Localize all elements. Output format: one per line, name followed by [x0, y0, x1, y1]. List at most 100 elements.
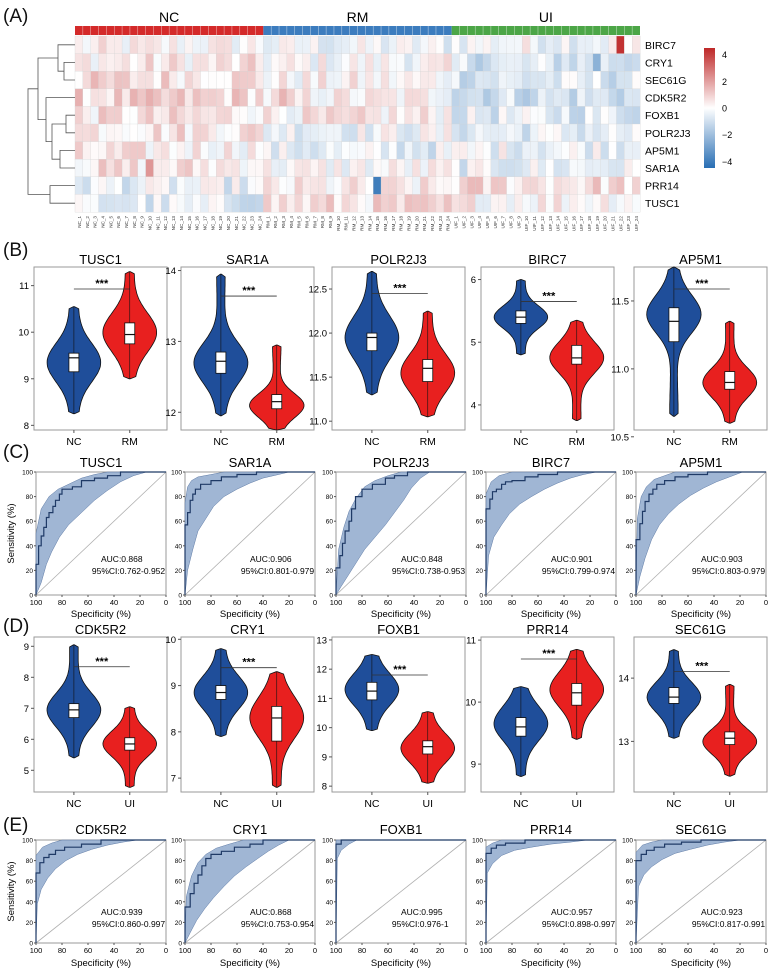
gene-label-prr14: PRR14: [645, 181, 679, 193]
y-tick-label: 100: [171, 470, 182, 477]
heatmap-cell: [608, 159, 617, 178]
heatmap-cell: [121, 53, 131, 72]
heatmap-cell: [98, 141, 107, 160]
sample-label: NC_22: [242, 216, 247, 231]
heatmap-cell: [584, 106, 594, 125]
x-group-label: NC: [364, 798, 380, 810]
sample-label: RM_15: [375, 216, 380, 231]
roc-auc-label: AUC:0.906: [250, 554, 292, 564]
heatmap-cell: [553, 159, 562, 178]
x-tick-label: 20: [285, 598, 293, 607]
heatmap-cell: [286, 71, 296, 90]
plot-frame: [33, 636, 168, 793]
heatmap-cell: [192, 88, 201, 107]
heatmap-cell: [169, 71, 178, 90]
heatmap-cell: [231, 123, 241, 142]
heatmap-cell: [569, 123, 578, 142]
heatmap-cell: [333, 71, 343, 90]
x-tick-label: 20: [136, 598, 144, 607]
x-tick-label: 0: [164, 946, 168, 955]
heatmap-cell: [506, 176, 515, 195]
heatmap-cell: [412, 176, 421, 195]
violin-panels-d: CDK5R2 5 6 7 8 9 NC UI *** CRY1 7 8 9 10 NC UI *** FOXB1 8…: [24, 622, 768, 810]
y-tick-label: 9: [322, 752, 327, 763]
dendrogram-link: [27, 88, 50, 195]
heatmap-cell: [427, 88, 437, 107]
dendrogram-link: [57, 44, 75, 72]
heatmap-cell: [294, 159, 303, 178]
x-tick-label: 80: [508, 598, 516, 607]
heatmap-cell: [396, 141, 405, 160]
heatmap-cell: [553, 53, 562, 72]
heatmap-cell: [349, 123, 358, 142]
y-tick-label: 40: [626, 899, 634, 906]
heatmap-cell: [98, 123, 107, 142]
heatmap-cell: [475, 88, 484, 107]
heatmap-cell: [475, 71, 484, 90]
y-tick-label: 60: [476, 519, 484, 526]
y-tick-label: 11.5: [309, 373, 327, 384]
heatmap-cell: [263, 71, 272, 90]
roc-ci-label: 95%CI:0.817-0.991: [692, 919, 766, 929]
x-tick-label: 100: [30, 946, 43, 955]
heatmap-cell: [310, 106, 319, 125]
heatmap-cell: [600, 53, 609, 72]
heatmap-cell: [90, 88, 99, 107]
heatmap-cell: [255, 53, 264, 72]
heatmap-cell: [216, 159, 225, 178]
y-tick-label: 11.0: [611, 364, 629, 375]
box-rm: [124, 322, 136, 345]
sample-label: RM_7: [312, 216, 317, 229]
y-tick-label: 40: [626, 543, 634, 550]
sample-label: NC_19: [218, 216, 223, 231]
heatmap-cell: [153, 53, 162, 72]
roc-ci-label: 95%CI:0.860-0.997: [92, 919, 166, 929]
y-tick-label: 60: [26, 519, 34, 526]
heatmap-cell: [161, 159, 170, 178]
heatmap-cell: [396, 71, 405, 90]
roc-ci-label: 95%CI:0.762-0.952: [92, 566, 166, 576]
heatmap-cell: [584, 35, 594, 54]
heatmap-cell: [98, 88, 107, 107]
heatmap-cell: [208, 71, 217, 90]
roc-confidence-band: [485, 471, 616, 596]
heatmap-cell: [200, 71, 209, 90]
heatmap-cell: [98, 176, 107, 195]
heatmap-cell: [161, 194, 170, 213]
heatmap-cell: [561, 159, 570, 178]
heatmap-cell: [333, 123, 343, 142]
sample-label: NC_1: [77, 216, 82, 228]
y-tick-label: 13: [618, 737, 629, 748]
y-tick-label: 6: [24, 735, 29, 746]
heatmap-cell: [184, 176, 194, 195]
heatmap-cell: [373, 53, 382, 72]
heatmap-cell: [255, 106, 264, 125]
heatmap-cell: [443, 88, 453, 107]
heatmap-cell: [482, 106, 492, 125]
x-tick-label: 0: [764, 946, 768, 955]
x-group-label: NC: [513, 798, 529, 810]
sample-label: RM_21: [422, 216, 427, 231]
group-label-rm: RM: [347, 9, 369, 25]
roc-title: CDK5R2: [75, 822, 126, 837]
heatmap-cell: [114, 123, 123, 142]
y-tick-label: 10.5: [611, 432, 630, 443]
heatmap-cell: [231, 106, 241, 125]
heatmap-cell: [255, 123, 264, 142]
violin-title: SAR1A: [226, 252, 269, 267]
roc-x-axis-label: Specificity (%): [521, 958, 581, 969]
heatmap-cell: [169, 159, 178, 178]
heatmap-cell: [632, 35, 641, 54]
heatmap-cell: [145, 123, 154, 142]
heatmap-cell: [325, 88, 335, 107]
x-tick-label: 60: [534, 946, 542, 955]
heatmap-cell: [223, 35, 233, 54]
heatmap-cell: [545, 106, 555, 125]
heatmap-cell: [537, 53, 547, 72]
heatmap-cell: [263, 141, 272, 160]
heatmap-cell: [349, 141, 358, 160]
sample-label: UIF_22: [618, 216, 623, 232]
heatmap-cell: [137, 106, 146, 125]
x-tick-label: 0: [313, 598, 317, 607]
heatmap-cell: [302, 35, 311, 54]
